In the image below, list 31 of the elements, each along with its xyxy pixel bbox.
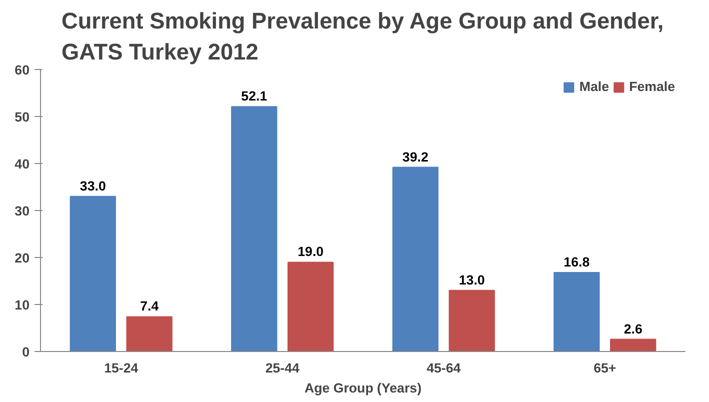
y-tick-label: 20 <box>14 250 30 266</box>
bar <box>610 338 656 352</box>
bar <box>70 196 116 352</box>
chart-title: Current Smoking Prevalence by Age Group and Gender, GATS Turkey 2012 <box>61 7 664 64</box>
y-tick-label: 30 <box>14 204 30 218</box>
bar <box>448 290 495 352</box>
bar <box>554 272 600 352</box>
bar <box>231 106 278 352</box>
data-label: 19.0 <box>298 244 324 260</box>
data-label: 16.8 <box>564 254 590 270</box>
x-tick-label: 25-44 <box>265 360 300 376</box>
x-tick-label: 15-24 <box>104 360 139 376</box>
y-tick-label: 0 <box>22 344 30 360</box>
legend-label: Female <box>629 79 675 94</box>
data-label: 7.4 <box>140 298 160 314</box>
bar <box>288 262 334 352</box>
data-label: 13.0 <box>458 272 485 288</box>
y-tick-label: 60 <box>14 62 30 78</box>
data-label: 2.6 <box>624 321 642 336</box>
legend-label: Male <box>579 79 610 94</box>
y-tick-label: 40 <box>14 156 30 172</box>
y-tick-label: 50 <box>14 110 30 124</box>
x-axis-title: Age Group (Years) <box>304 380 422 396</box>
y-tick-label: 10 <box>14 298 30 312</box>
bar <box>392 166 438 352</box>
data-label: 39.2 <box>402 149 428 164</box>
data-label: 33.0 <box>80 178 106 194</box>
x-tick-label: 45-64 <box>426 360 462 376</box>
bar <box>126 316 172 352</box>
x-tick-label: 65+ <box>594 360 616 376</box>
data-label: 52.1 <box>241 88 268 104</box>
